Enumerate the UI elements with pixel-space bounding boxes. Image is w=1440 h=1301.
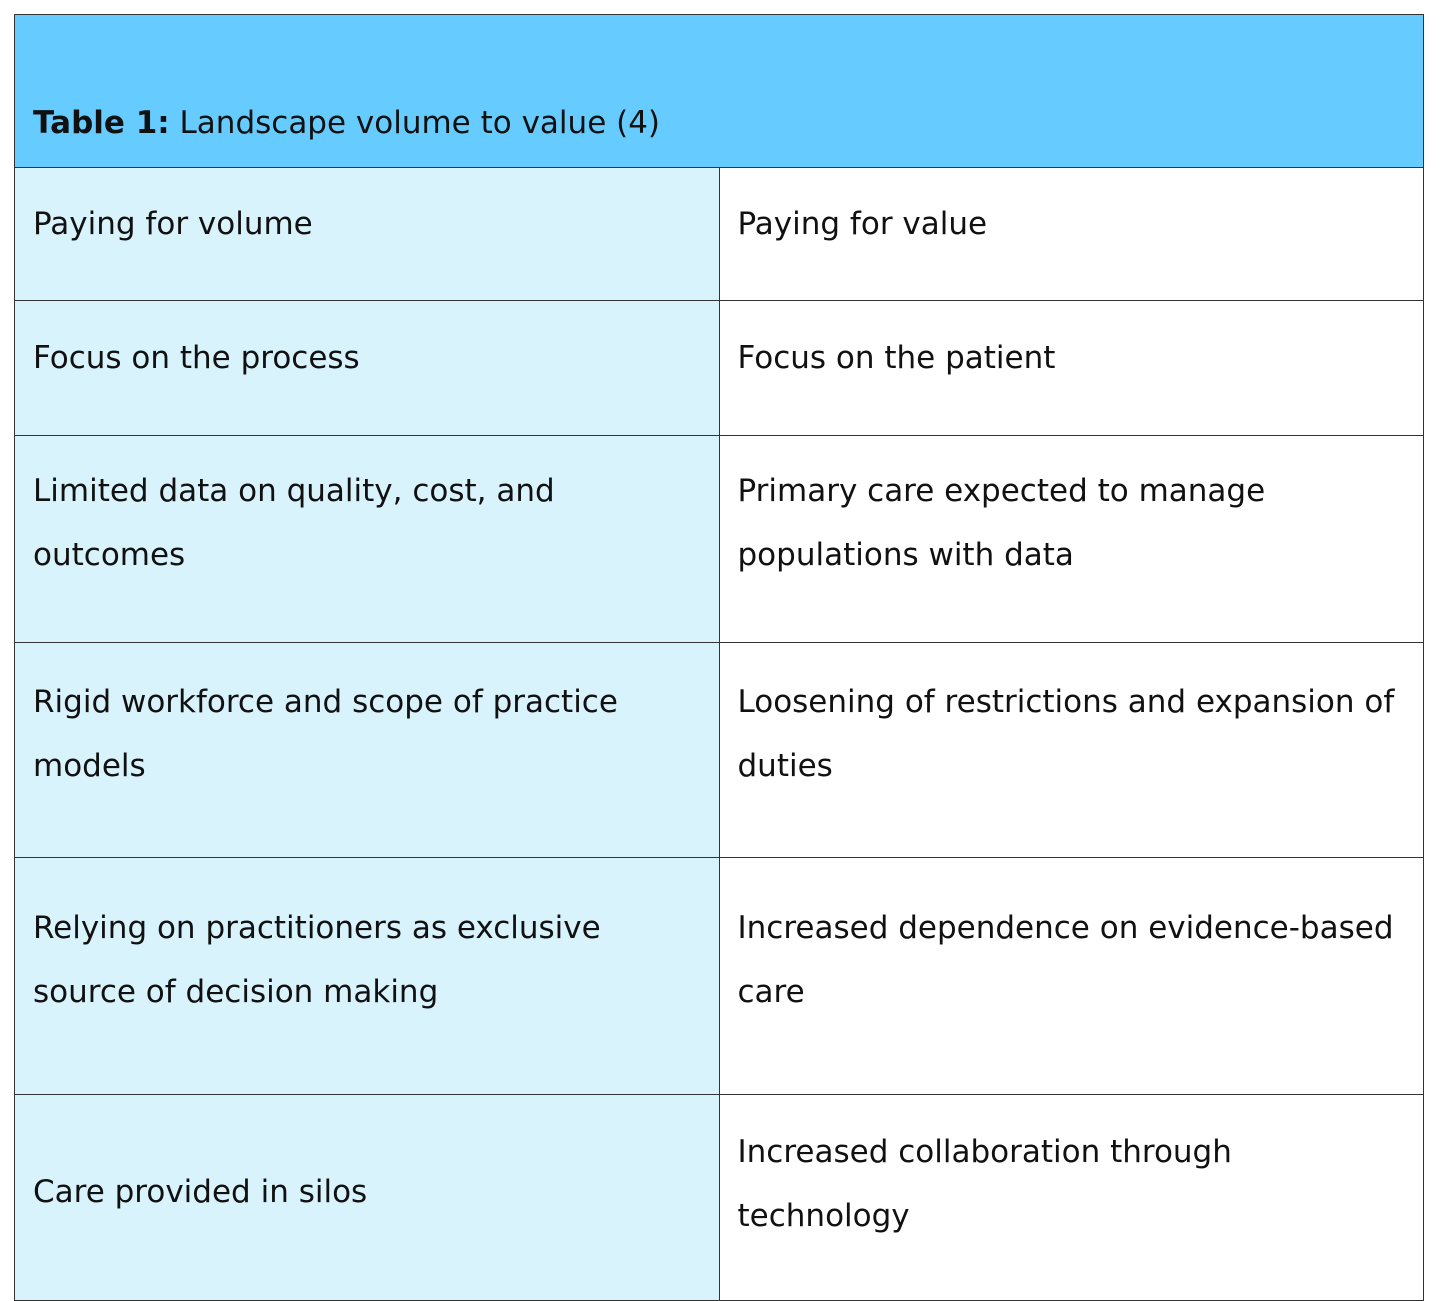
table-row: Relying on practitioners as exclusive so… — [14, 857, 1424, 1095]
volume-cell-text: Relying on practitioners as exclusive so… — [33, 910, 601, 1010]
comparison-table-container: Table 1: Landscape volume to value (4) P… — [14, 14, 1424, 1301]
volume-cell: Relying on practitioners as exclusive so… — [14, 857, 720, 1095]
value-cell-text: Primary care expected to manage populati… — [737, 473, 1266, 573]
volume-cell: Focus on the process — [14, 300, 720, 436]
value-cell-text: Paying for value — [737, 206, 988, 242]
value-cell-text: Focus on the patient — [737, 340, 1056, 376]
value-cell: Paying for value — [718, 167, 1424, 301]
value-cell-text: Increased dependence on evidence-based c… — [737, 910, 1394, 1010]
value-cell-text: Loosening of restrictions and expansion … — [737, 684, 1395, 784]
volume-cell-text: Rigid workforce and scope of practice mo… — [33, 684, 618, 784]
volume-cell: Rigid workforce and scope of practice mo… — [14, 642, 720, 858]
volume-cell: Paying for volume — [14, 167, 720, 301]
volume-to-value-table: Table 1: Landscape volume to value (4) P… — [14, 14, 1424, 1301]
table-row: Limited data on quality, cost, and outco… — [14, 435, 1424, 643]
table-row: Focus on the process Focus on the patien… — [14, 300, 1424, 436]
table-caption: Table 1: Landscape volume to value (4) — [14, 14, 1424, 168]
value-cell: Increased dependence on evidence-based c… — [718, 857, 1424, 1095]
table-caption-row: Table 1: Landscape volume to value (4) — [14, 14, 1424, 168]
volume-cell-text: Care provided in silos — [33, 1173, 368, 1210]
value-cell: Primary care expected to manage populati… — [718, 435, 1424, 643]
table-row: Care provided in silos Increased collabo… — [14, 1094, 1424, 1301]
volume-cell: Limited data on quality, cost, and outco… — [14, 435, 720, 643]
volume-cell: Care provided in silos — [14, 1094, 720, 1301]
volume-cell-text: Paying for volume — [33, 206, 313, 242]
value-cell: Increased collaboration through technolo… — [718, 1094, 1424, 1301]
table-row: Rigid workforce and scope of practice mo… — [14, 642, 1424, 858]
table-caption-text: Landscape volume to value (4) — [169, 105, 661, 141]
volume-cell-text: Limited data on quality, cost, and outco… — [33, 473, 555, 573]
value-cell: Loosening of restrictions and expansion … — [718, 642, 1424, 858]
table-row: Paying for volume Paying for value — [14, 167, 1424, 301]
value-cell-text: Increased collaboration through technolo… — [737, 1133, 1232, 1234]
table-caption-label: Table 1: — [33, 105, 170, 141]
value-cell: Focus on the patient — [718, 300, 1424, 436]
volume-cell-text: Focus on the process — [33, 340, 360, 376]
